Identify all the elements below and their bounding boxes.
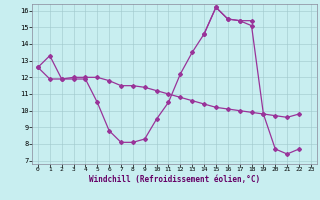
X-axis label: Windchill (Refroidissement éolien,°C): Windchill (Refroidissement éolien,°C): [89, 175, 260, 184]
